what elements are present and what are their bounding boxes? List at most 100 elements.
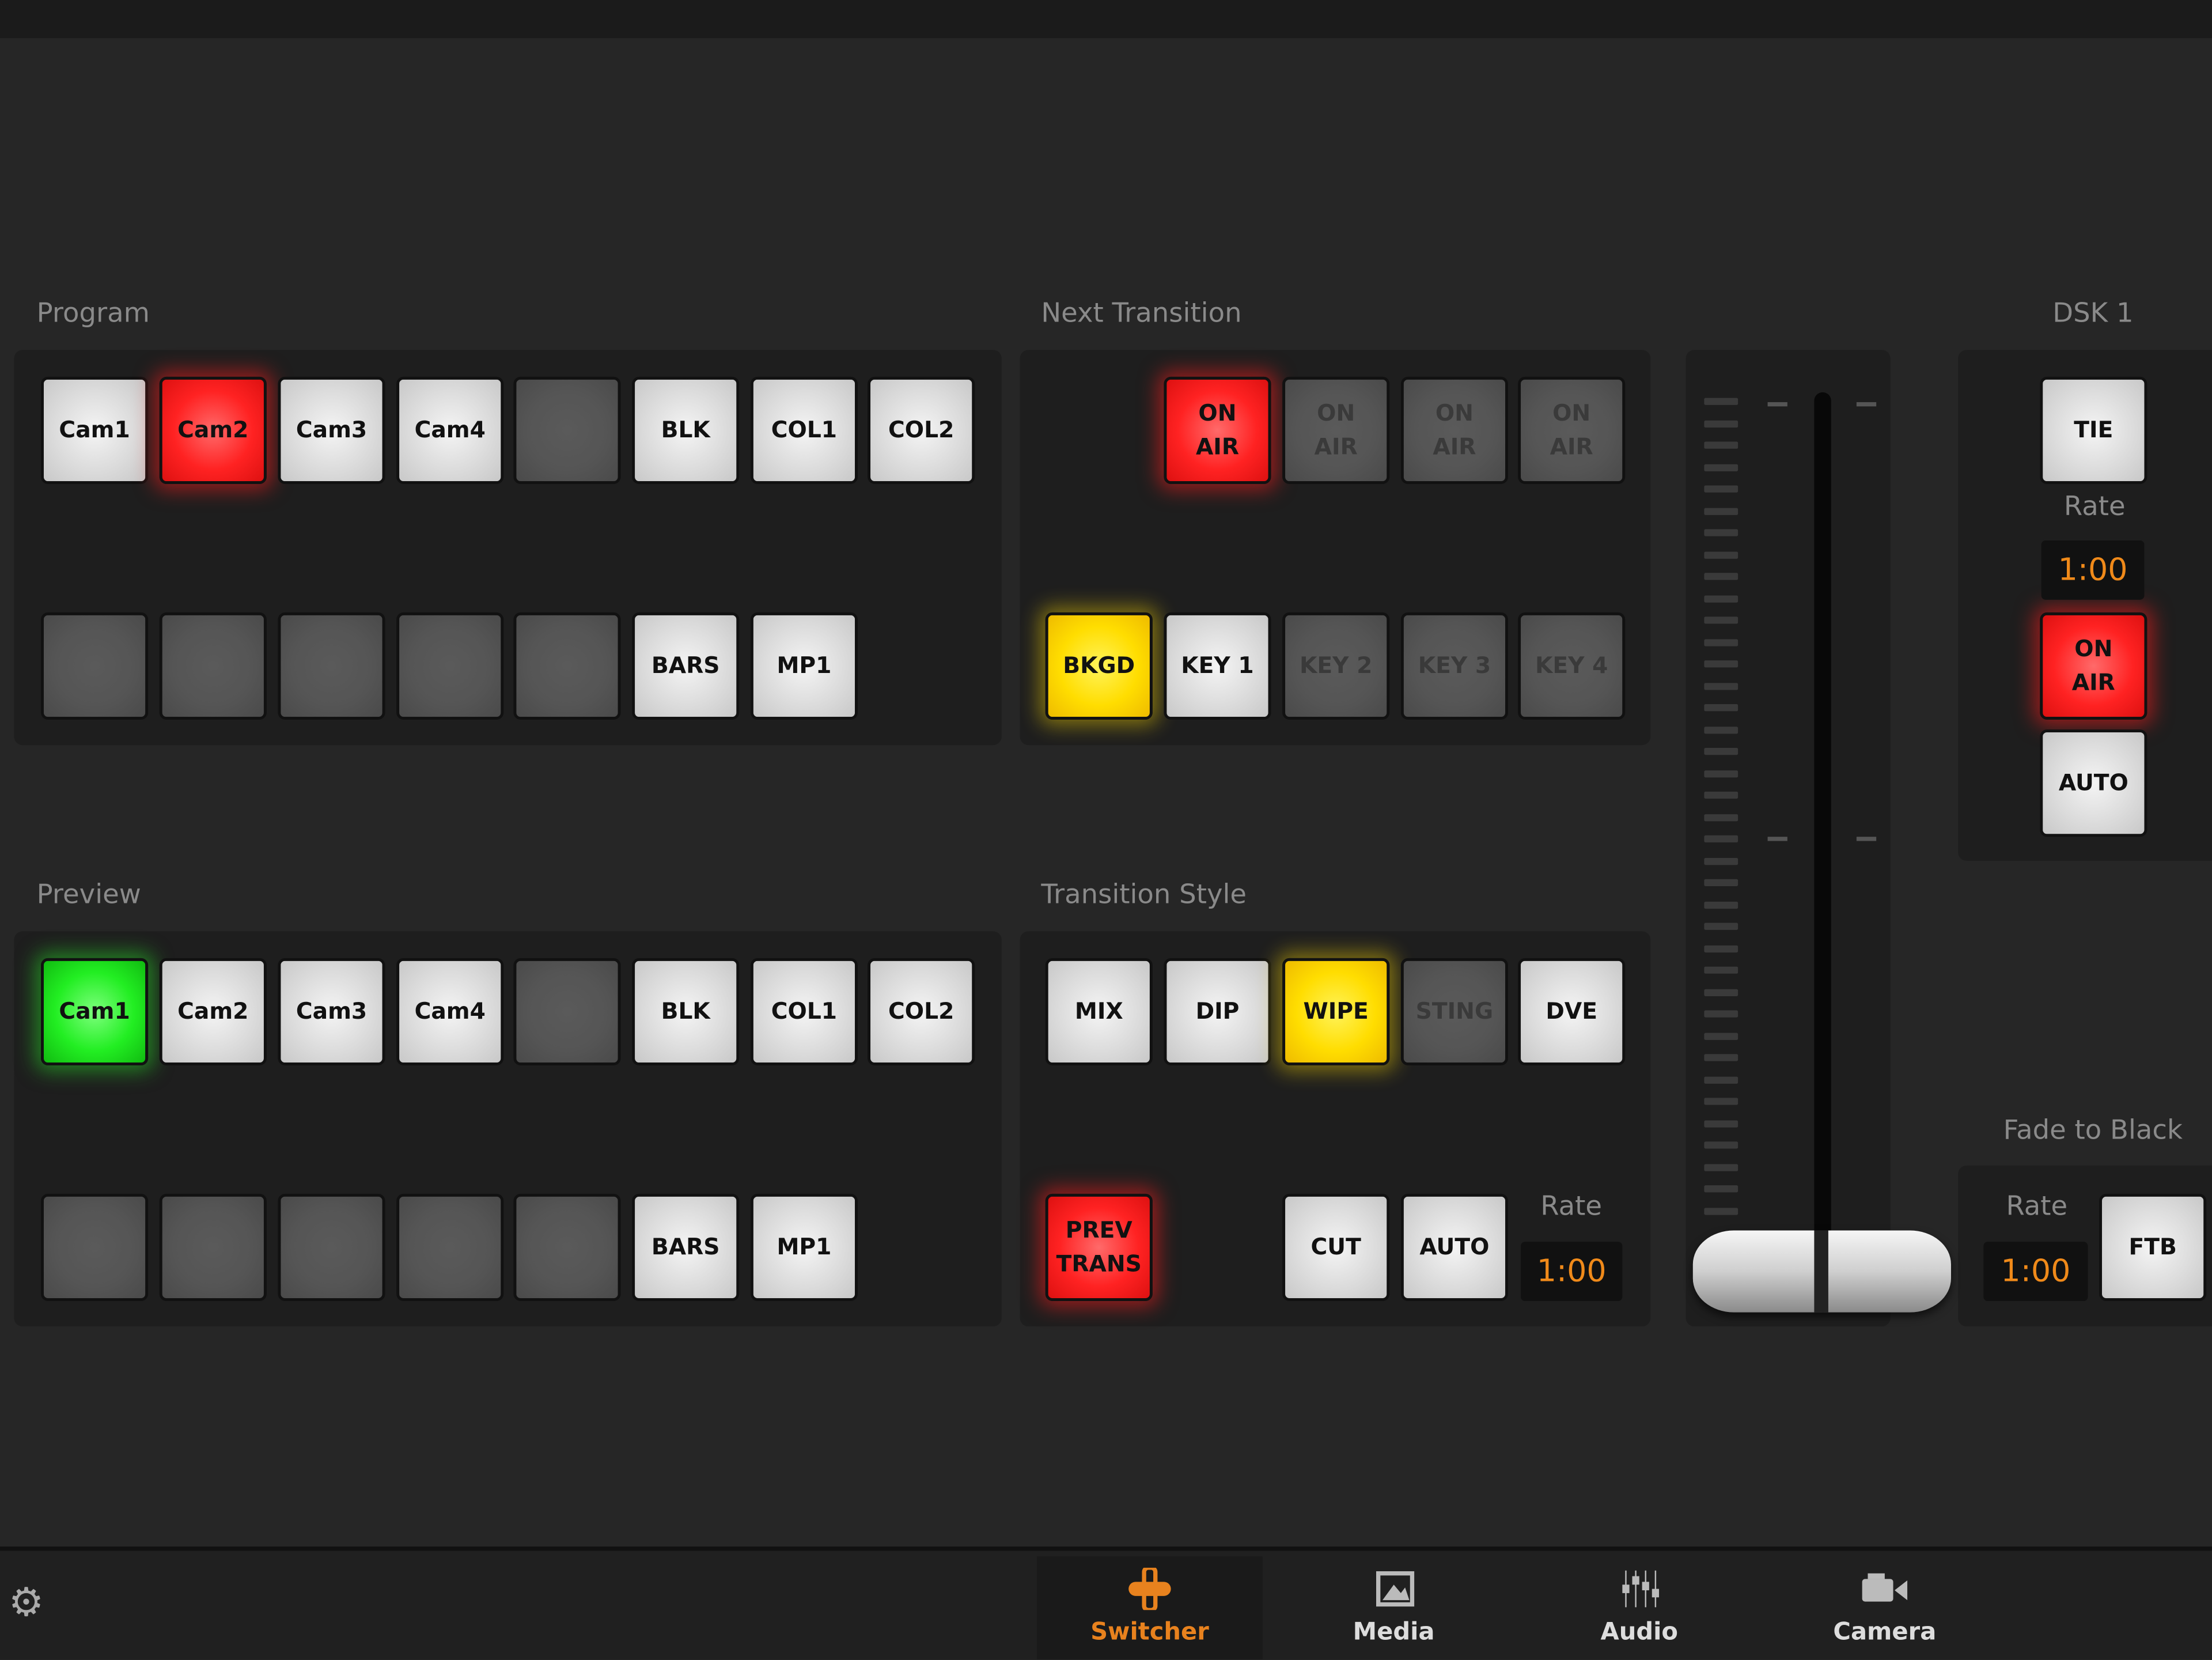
- dsk-auto-button[interactable]: AUTO: [2040, 729, 2147, 837]
- program-button[interactable]: Cam1: [41, 376, 149, 485]
- transition-style-button[interactable]: DIP: [1164, 958, 1271, 1065]
- next-transition-layer-button[interactable]: BKGD: [1045, 612, 1153, 720]
- preview-button[interactable]: BARS: [632, 1193, 740, 1301]
- tbar-tick: [1704, 1010, 1738, 1018]
- tab-switcher[interactable]: Switcher: [1037, 1556, 1263, 1660]
- preview-button[interactable]: [159, 1193, 267, 1301]
- prev-trans-button[interactable]: PREV TRANS: [1045, 1193, 1153, 1301]
- tab-label: Media: [1353, 1619, 1435, 1647]
- top-bar: [0, 0, 2212, 39]
- transition-rate-field[interactable]: 1:00: [1521, 1242, 1623, 1301]
- transition-rate-label: Rate: [1540, 1190, 1603, 1222]
- bottom-nav: ⚙ Switcher Media Audio Camera: [0, 1546, 2212, 1660]
- tbar-tick: [1704, 682, 1738, 690]
- key-on-air-button[interactable]: ON AIR: [1400, 376, 1508, 485]
- media-icon: [1281, 1568, 1507, 1610]
- key-on-air-button[interactable]: ON AIR: [1282, 376, 1390, 485]
- dsk-tie-button[interactable]: TIE: [2040, 376, 2147, 485]
- tbar-tick: [1704, 1185, 1738, 1193]
- key-on-air-button[interactable]: ON AIR: [1518, 376, 1626, 485]
- preview-button[interactable]: COL2: [868, 958, 975, 1065]
- dsk-on-air-button[interactable]: ON AIR: [2040, 612, 2147, 720]
- tbar-tick: [1704, 747, 1738, 755]
- transition-style-button[interactable]: MIX: [1045, 958, 1153, 1065]
- program-button[interactable]: Cam3: [278, 376, 385, 485]
- tbar-mark: [1856, 837, 1877, 841]
- tbar-tick: [1704, 617, 1738, 624]
- preview-button[interactable]: [396, 1193, 504, 1301]
- tbar-tick: [1704, 901, 1738, 908]
- tab-camera[interactable]: Camera: [1772, 1556, 1998, 1659]
- preview-button[interactable]: MP1: [750, 1193, 858, 1301]
- transition-style-label: Transition Style: [1041, 879, 1247, 910]
- ftb-rate-label: Rate: [2006, 1190, 2068, 1222]
- next-transition-layer-button[interactable]: KEY 3: [1400, 612, 1508, 720]
- ftb-rate-field[interactable]: 1:00: [1983, 1242, 2088, 1301]
- program-button[interactable]: [513, 376, 621, 485]
- program-button[interactable]: BARS: [632, 612, 740, 720]
- transition-style-button[interactable]: DVE: [1518, 958, 1626, 1065]
- tbar-tick: [1704, 944, 1738, 952]
- dsk-rate-label: Rate: [2063, 491, 2126, 523]
- next-transition-layer-button[interactable]: KEY 2: [1282, 612, 1390, 720]
- tbar-tick: [1704, 1054, 1738, 1061]
- tbar-tick: [1704, 463, 1738, 471]
- dsk-label: DSK 1: [2052, 297, 2134, 329]
- preview-button[interactable]: Cam2: [159, 958, 267, 1065]
- program-button[interactable]: Cam2: [159, 376, 267, 485]
- tbar-tick: [1704, 1141, 1738, 1149]
- tbar-tick: [1704, 419, 1738, 427]
- ftb-button[interactable]: FTB: [2099, 1193, 2207, 1301]
- tbar-tick: [1704, 1076, 1738, 1083]
- tab-audio[interactable]: Audio: [1527, 1556, 1752, 1659]
- tbar-tick: [1704, 660, 1738, 668]
- fade-to-black-label: Fade to Black: [2003, 1114, 2183, 1146]
- preview-button[interactable]: [41, 1193, 149, 1301]
- tbar-tick: [1704, 595, 1738, 602]
- next-transition-layer-button[interactable]: KEY 1: [1164, 612, 1271, 720]
- tbar-tick: [1704, 857, 1738, 865]
- preview-button[interactable]: [278, 1193, 385, 1301]
- preview-button[interactable]: Cam4: [396, 958, 504, 1065]
- program-button[interactable]: [396, 612, 504, 720]
- tab-media[interactable]: Media: [1281, 1556, 1507, 1659]
- preview-button[interactable]: [513, 1193, 621, 1301]
- dsk-rate-field[interactable]: 1:00: [2041, 540, 2145, 600]
- program-button[interactable]: COL2: [868, 376, 975, 485]
- cut-button[interactable]: CUT: [1282, 1193, 1390, 1301]
- gear-icon[interactable]: ⚙: [8, 1579, 44, 1626]
- preview-button[interactable]: Cam3: [278, 958, 385, 1065]
- preview-button[interactable]: [513, 958, 621, 1065]
- transition-style-button[interactable]: WIPE: [1282, 958, 1390, 1065]
- transition-style-button[interactable]: STING: [1400, 958, 1508, 1065]
- auto-button[interactable]: AUTO: [1400, 1193, 1508, 1301]
- program-button[interactable]: COL1: [750, 376, 858, 485]
- program-label: Program: [36, 297, 150, 329]
- tbar-tick: [1704, 879, 1738, 886]
- program-button[interactable]: [41, 612, 149, 720]
- program-button[interactable]: BLK: [632, 376, 740, 485]
- program-button[interactable]: [278, 612, 385, 720]
- tbar-tick: [1704, 966, 1738, 974]
- tab-label: Camera: [1833, 1619, 1937, 1647]
- preview-button[interactable]: BLK: [632, 958, 740, 1065]
- next-transition-layer-button[interactable]: KEY 4: [1518, 612, 1626, 720]
- tbar-tick: [1704, 551, 1738, 558]
- program-button[interactable]: [513, 612, 621, 720]
- tbar-slot: [1814, 392, 1831, 1313]
- tbar-tick: [1704, 1163, 1738, 1171]
- preview-label: Preview: [36, 879, 141, 910]
- preview-button[interactable]: COL1: [750, 958, 858, 1065]
- program-button[interactable]: Cam4: [396, 376, 504, 485]
- tbar-handle[interactable]: [1692, 1230, 1951, 1313]
- preview-button[interactable]: Cam1: [41, 958, 149, 1065]
- program-button[interactable]: MP1: [750, 612, 858, 720]
- program-button[interactable]: [159, 612, 267, 720]
- tbar-handle-groove: [1814, 1230, 1828, 1313]
- tbar-tick: [1704, 813, 1738, 821]
- tbar-tick: [1704, 573, 1738, 580]
- key-on-air-button[interactable]: ON AIR: [1164, 376, 1271, 485]
- tbar-mark: [1767, 402, 1787, 407]
- tbar-tick: [1704, 507, 1738, 515]
